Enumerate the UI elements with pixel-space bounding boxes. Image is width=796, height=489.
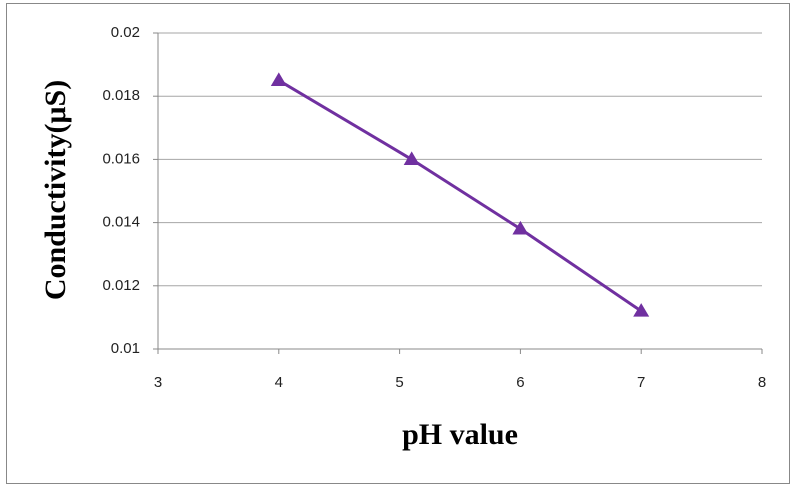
x-tick-label: 7 xyxy=(637,374,645,391)
series-line xyxy=(278,79,643,313)
y-tick-label: 0.01 xyxy=(111,340,140,357)
x-tick-label: 8 xyxy=(758,374,766,391)
y-tick-label: 0.012 xyxy=(102,277,140,294)
data-point xyxy=(512,220,529,235)
x-tick-label: 5 xyxy=(395,374,403,391)
x-axis-title: pH value xyxy=(402,418,518,451)
x-tick-label: 6 xyxy=(516,374,524,391)
chart-frame xyxy=(6,3,790,484)
x-tick-label: 4 xyxy=(275,374,283,391)
x-tick-label: 3 xyxy=(154,374,162,391)
y-tick-label: 0.018 xyxy=(102,87,140,104)
y-tick-label: 0.014 xyxy=(102,214,140,231)
y-axis-title: Conductivity(μS) xyxy=(39,80,72,300)
data-point xyxy=(270,72,287,86)
data-point xyxy=(403,151,420,165)
data-point xyxy=(633,303,650,317)
y-tick-label: 0.02 xyxy=(111,24,140,41)
y-tick-label: 0.016 xyxy=(102,150,140,167)
